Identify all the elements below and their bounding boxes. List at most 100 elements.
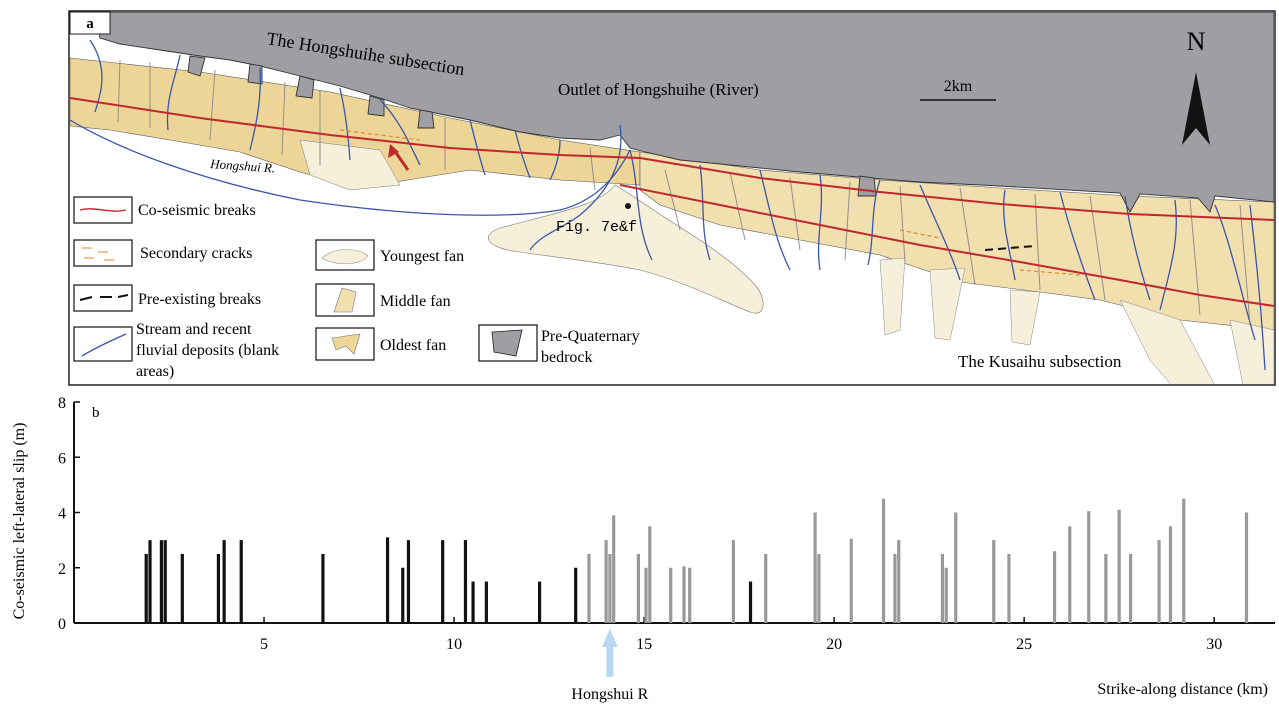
north-label: N (1187, 27, 1206, 56)
legend-stream-label-1: Stream and recent (136, 321, 252, 338)
legend-preexisting-label: Pre-existing breaks (138, 291, 261, 308)
youngest-fan-east-1 (879, 257, 906, 336)
y-tick-label: 8 (58, 395, 66, 412)
legend-oldest-label: Oldest fan (380, 337, 446, 354)
slip-bar (1157, 540, 1161, 623)
chart-x-axis-label: Strike-along distance (km) (1097, 681, 1268, 698)
annotation-arrow-shaft (606, 645, 614, 677)
annotation-arrow-head (601, 629, 618, 647)
slip-bar (1117, 509, 1121, 623)
chart-y-axis-label: Co-seismic left-lateral slip (m) (11, 423, 28, 620)
slip-bar (537, 581, 542, 623)
slip-bar (669, 567, 673, 623)
slip-bar (574, 567, 578, 623)
slip-bar (216, 553, 221, 623)
map-legend: Co-seismic breaks Secondary cracks Pre-e… (73, 196, 640, 380)
slip-bar (648, 526, 652, 623)
north-arrow: N (1182, 27, 1210, 145)
slip-bar (159, 540, 164, 623)
slip-bar (1168, 526, 1173, 623)
x-tick-label: 25 (1016, 636, 1032, 653)
legend-middle: Middle fan (315, 283, 451, 317)
slip-bar (813, 512, 817, 623)
slip-bar (385, 537, 390, 623)
map-panel: a The Hongshuihe subsection Outlet of Ho… (68, 10, 1276, 386)
slip-bar (644, 567, 648, 623)
legend-bedrock-label-2: bedrock (541, 349, 593, 366)
legend-coseismic: Co-seismic breaks (73, 196, 256, 224)
youngest-fan-east-4 (1119, 299, 1215, 384)
slip-bar (1087, 511, 1091, 623)
slip-bar (940, 553, 945, 623)
fan-belt-east (639, 151, 1274, 331)
slip-bar (441, 540, 445, 623)
slip-bar (1068, 526, 1072, 623)
slip-bar (944, 567, 948, 623)
youngest-fan-west (299, 139, 401, 191)
slip-chart: Co-seismic left-lateral slip (m) b 0 2 4 6 8… (11, 395, 1275, 703)
slip-bar (682, 566, 686, 623)
preexisting-break-trace (984, 245, 1036, 251)
legend-bedrock: Pre-Quaternary bedrock (478, 324, 640, 366)
legend-stream: Stream and recent fluvial deposits (blan… (73, 321, 279, 380)
bedrock-lobes (187, 55, 877, 197)
chart-panel-label: b (92, 405, 100, 421)
chart-bars (144, 498, 1249, 623)
slip-bar (222, 540, 226, 623)
river-label: Hongshui R. (209, 156, 276, 176)
legend-stream-label-3: areas) (136, 363, 174, 380)
y-tick-label: 4 (58, 506, 66, 523)
fan-channels (117, 59, 1251, 326)
y-tick-label: 6 (58, 450, 66, 467)
slip-bar (897, 540, 901, 623)
slip-bar (731, 540, 736, 623)
panel-a-box (69, 11, 111, 35)
x-tick-label: 10 (446, 636, 462, 653)
chart-ticks: 0 2 4 6 8 5 10 15 20 25 30 (58, 395, 1222, 653)
y-tick-label: 0 (58, 616, 66, 633)
slip-bar (406, 540, 411, 623)
outlet-label: Outlet of Hongshuihe (River) (558, 80, 759, 99)
slip-bar (1104, 553, 1108, 623)
annotation-label: Hongshui R (571, 686, 648, 703)
slip-bar (881, 498, 886, 623)
slip-bar (321, 553, 325, 623)
legend-youngest-label: Youngest fan (380, 248, 464, 265)
slip-bar (954, 512, 958, 623)
slip-bar (163, 540, 167, 623)
fan-belt-west (70, 57, 641, 189)
slip-bar (612, 515, 616, 623)
slip-bar (688, 567, 692, 623)
slip-bar (604, 540, 608, 623)
x-tick-label: 15 (636, 636, 652, 653)
legend-coseismic-label: Co-seismic breaks (138, 202, 256, 219)
slip-bar (148, 540, 152, 623)
slip-bar (817, 553, 821, 623)
legend-preexisting: Pre-existing breaks (73, 284, 261, 312)
scale-bar: 2km (920, 78, 996, 101)
slip-bar (992, 540, 996, 623)
slip-bar (401, 567, 405, 623)
y-tick-label: 2 (58, 561, 66, 578)
slip-bar (239, 540, 243, 623)
legend-bedrock-label-1: Pre-Quaternary (541, 328, 640, 345)
slip-bar (608, 553, 612, 623)
kusaihu-subsection-label: The Kusaihu subsection (958, 352, 1122, 371)
slip-bar (1052, 551, 1057, 623)
x-tick-label: 5 (260, 636, 268, 653)
slip-bar (180, 553, 184, 623)
legend-middle-label: Middle fan (380, 293, 451, 310)
fig-ref-point (625, 203, 631, 209)
chart-annotation: Hongshui R (571, 629, 649, 703)
legend-oldest: Oldest fan (315, 327, 446, 361)
slip-bar (1244, 512, 1249, 623)
x-tick-label: 20 (826, 636, 842, 653)
youngest-fan-east-2 (929, 267, 966, 341)
youngest-fan-east-3 (1009, 289, 1041, 346)
slip-bar (484, 581, 488, 623)
coseismic-break-traces (70, 97, 1274, 307)
slip-bar (849, 538, 853, 623)
slip-bar (893, 553, 897, 623)
chart-axes (73, 402, 1275, 624)
slip-bar (1128, 553, 1133, 623)
